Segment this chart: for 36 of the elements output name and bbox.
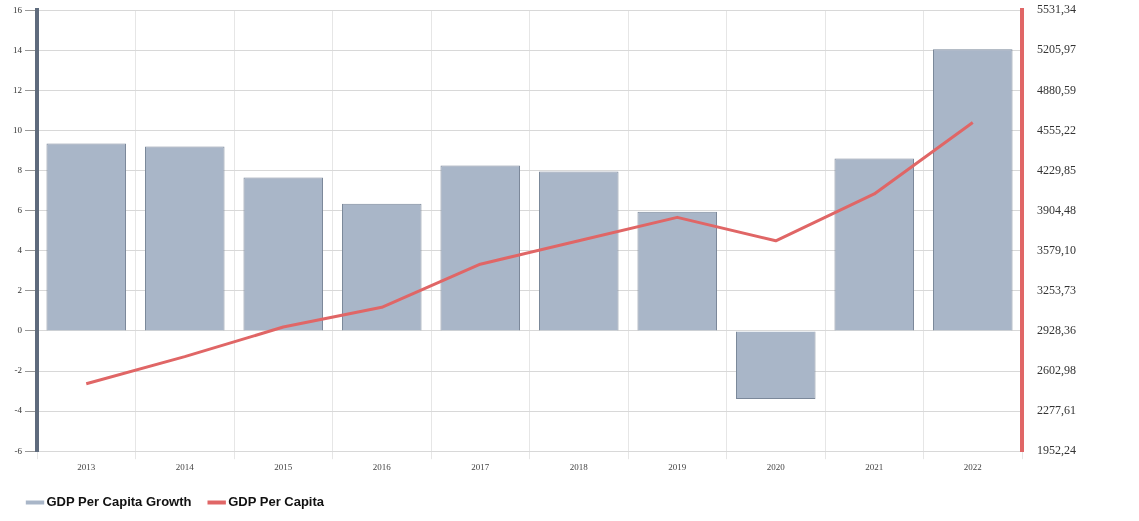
x-tick-label: 2022 xyxy=(963,461,982,472)
y2-tick-label: 4229,85 xyxy=(1037,162,1076,177)
y-tick-label: 8 xyxy=(17,164,23,175)
y-tick-label: 14 xyxy=(13,44,23,55)
y2-tick-label: 5205,97 xyxy=(1037,42,1076,57)
y2-tick-label: 3904,48 xyxy=(1037,202,1076,217)
x-tick-label: 2020 xyxy=(766,461,786,472)
y-tick-label: -6 xyxy=(14,445,23,456)
x-tick-label: 2017 xyxy=(471,461,490,472)
legend-label: GDP Per Capita Growth xyxy=(46,494,192,510)
y2-tick-label: 5531,34 xyxy=(1037,2,1076,17)
y2-tick-label: 3579,10 xyxy=(1037,242,1076,257)
y-tick-label: 2 xyxy=(17,285,22,296)
y-tick-label: 0 xyxy=(17,325,23,336)
y-tick-label: 16 xyxy=(13,4,23,15)
y2-tick-label: 4555,22 xyxy=(1037,122,1076,137)
y-tick-label: -4 xyxy=(14,405,23,416)
y-tick-label: 4 xyxy=(17,245,23,256)
y2-tick-label: 4880,59 xyxy=(1037,82,1076,97)
y2-tick-label: 1952,24 xyxy=(1037,443,1076,458)
y2-tick-label: 2602,98 xyxy=(1037,363,1076,378)
x-tick-label: 2021 xyxy=(865,461,884,472)
x-tick-label: 2018 xyxy=(569,461,589,472)
x-tick-label: 2019 xyxy=(668,461,687,472)
y-tick-label: 10 xyxy=(13,124,23,135)
legend-label: GDP Per Capita xyxy=(228,494,325,510)
x-tick-label: 2014 xyxy=(175,461,195,472)
y2-tick-label: 3253,73 xyxy=(1037,282,1076,297)
y-tick-label: -2 xyxy=(14,365,22,376)
x-tick-label: 2015 xyxy=(274,461,293,472)
x-tick-label: 2013 xyxy=(77,461,96,472)
y2-tick-label: 2277,61 xyxy=(1037,403,1076,418)
y-tick-label: 6 xyxy=(17,205,23,216)
x-tick-label: 2016 xyxy=(372,461,392,472)
y2-tick-label: 2928,36 xyxy=(1037,323,1076,338)
y-tick-label: 12 xyxy=(13,84,22,95)
